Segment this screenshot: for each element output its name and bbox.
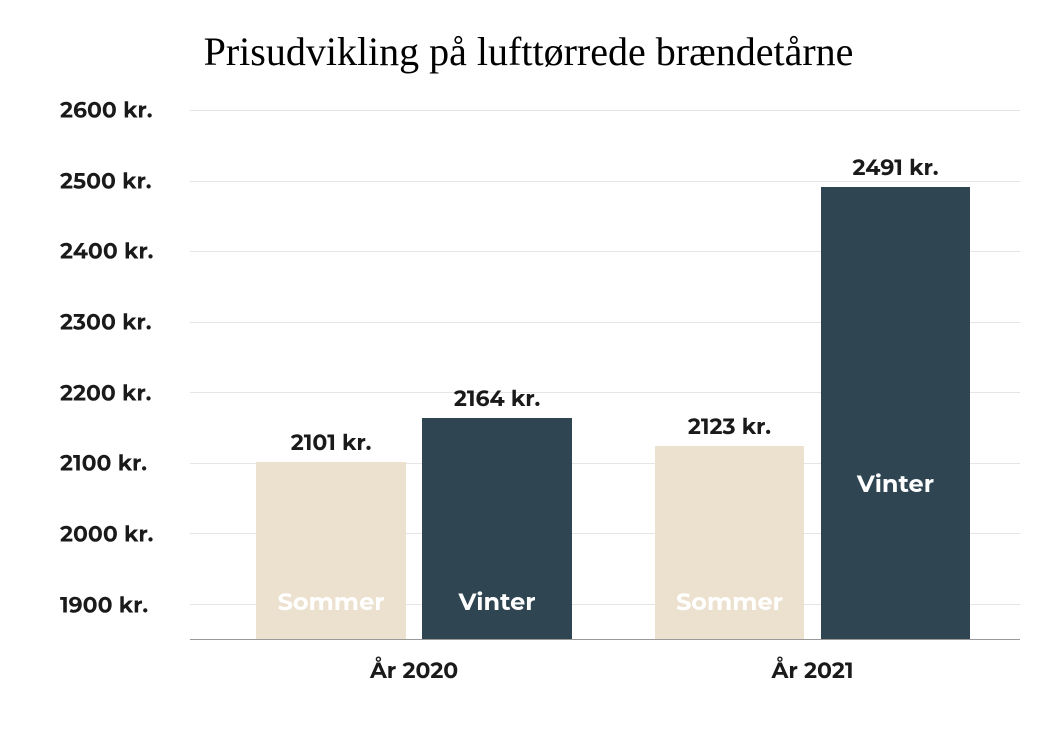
x-tick-label: År 2020 (370, 657, 458, 684)
y-tick-label: 2300 kr. (60, 309, 180, 336)
x-tick-label: År 2021 (772, 657, 854, 684)
y-tick-label: 2000 kr. (60, 521, 180, 548)
bar-value-label: 2123 kr. (688, 413, 771, 440)
gridline (190, 110, 1020, 111)
y-tick-label: 2600 kr. (60, 97, 180, 124)
bar-series-label: Vinter (459, 588, 536, 617)
y-tick-label: 2500 kr. (60, 167, 180, 194)
bar-series-label: Sommer (278, 588, 385, 617)
plot-area: 2101 kr.Sommer2164 kr.Vinter2123 kr.Somm… (190, 110, 1020, 640)
chart-area: 1900 kr. 2000 kr. 2100 kr. 2200 kr. 2300 kr.… (60, 110, 1020, 710)
bar-value-label: 2101 kr. (291, 429, 372, 456)
y-tick-label: 2400 kr. (60, 238, 180, 265)
y-tick-label: 1900 kr. (60, 591, 180, 618)
bar-sommer-1: 2123 kr.Sommer (655, 446, 804, 639)
bar-vinter-1: 2491 kr.Vinter (821, 187, 970, 639)
bar-value-label: 2491 kr. (853, 154, 939, 181)
bar-sommer-0: 2101 kr.Sommer (256, 462, 405, 639)
y-tick-label: 2100 kr. (60, 450, 180, 477)
bar-series-label: Sommer (676, 588, 783, 617)
bar-value-label: 2164 kr. (454, 385, 540, 412)
chart-title: Prisudvikling på lufttørrede brændetårne (0, 0, 1057, 75)
bar-vinter-0: 2164 kr.Vinter (422, 418, 571, 639)
y-tick-label: 2200 kr. (60, 379, 180, 406)
bar-series-label: Vinter (857, 470, 934, 499)
